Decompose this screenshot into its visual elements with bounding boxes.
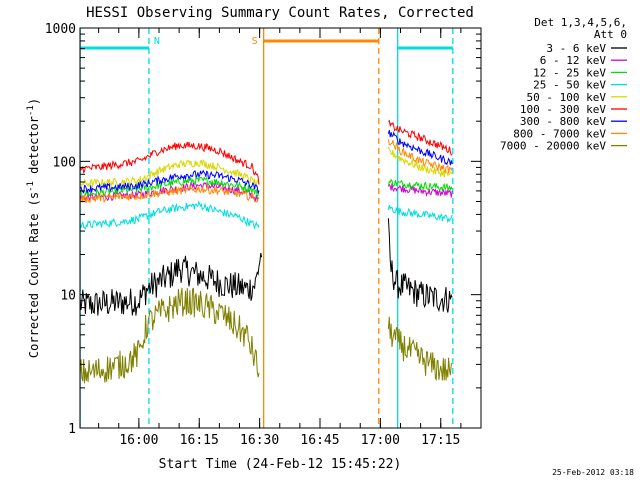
chart-title: HESSI Observing Summary Count Rates, Cor… <box>86 5 474 21</box>
series-line-8-segment-2 <box>387 316 453 382</box>
legend-label-4: 50 - 100 keV <box>527 91 607 104</box>
legend-label-6: 300 - 800 keV <box>520 115 606 128</box>
series-line-0-segment-1 <box>79 252 263 316</box>
x-tick-label: 16:15 <box>180 433 219 448</box>
legend-label-1: 6 - 12 keV <box>540 54 607 67</box>
footer-date: 25-Feb-2012 03:18 <box>552 468 634 477</box>
legend-label-3: 25 - 50 keV <box>533 79 606 92</box>
series-line-8-segment-1 <box>79 287 260 384</box>
legend-label-8: 7000 - 20000 keV <box>500 140 606 153</box>
series-line-3-segment-2 <box>387 204 453 224</box>
y-tick-label: 1000 <box>45 22 76 37</box>
plot-frame <box>79 27 482 429</box>
series-7 <box>79 139 453 205</box>
legend-label-7: 800 - 7000 keV <box>513 127 606 140</box>
series-6 <box>79 129 453 194</box>
series-line-2-segment-2 <box>387 178 453 192</box>
x-tick-label: 16:30 <box>240 433 279 448</box>
axis-layer: 1 10 100 1000 16:00 16:15 16:30 16:45 17:00 17:15 <box>45 22 482 448</box>
y-tick-label: 1 <box>68 422 76 437</box>
series-line-4-segment-1 <box>79 159 260 188</box>
legend-label-2: 12 - 25 keV <box>533 66 606 79</box>
series-5 <box>79 119 453 185</box>
legend-label-5: 100 - 300 keV <box>520 103 606 116</box>
series-line-0-segment-2 <box>387 218 453 313</box>
series-line-6-segment-2 <box>387 129 453 166</box>
y-tick-label: 10 <box>60 289 76 304</box>
series-0 <box>79 218 453 316</box>
series-line-5-segment-2 <box>388 119 453 156</box>
legend-header-line-1: Det 1,3,4,5,6, <box>534 16 627 29</box>
series-line-3-segment-1 <box>79 200 260 231</box>
series-layer <box>79 119 453 384</box>
y-axis-label: Corrected Count Rate (s-1 detector-1) <box>26 98 41 358</box>
series-line-4-segment-2 <box>387 146 453 178</box>
night-label: N <box>154 36 160 47</box>
series-4 <box>79 146 453 188</box>
x-tick-label: 16:00 <box>119 433 158 448</box>
x-tick-label: 16:45 <box>300 433 339 448</box>
series-3 <box>79 200 453 231</box>
legend-header-line-2: Att 0 <box>594 28 627 41</box>
legend-label-0: 3 - 6 keV <box>546 42 606 55</box>
SAA-label: S <box>252 36 258 47</box>
series-line-5-segment-1 <box>79 141 260 185</box>
series-line-7-segment-1 <box>79 184 260 205</box>
series-line-6-segment-1 <box>79 169 260 194</box>
x-tick-label: 17:00 <box>361 433 400 448</box>
series-line-7-segment-2 <box>387 139 453 174</box>
y-tick-label: 100 <box>53 155 76 170</box>
x-tick-label: 17:15 <box>421 433 460 448</box>
series-8 <box>79 287 453 384</box>
x-axis-label: Start Time (24-Feb-12 15:45:22) <box>159 457 402 472</box>
